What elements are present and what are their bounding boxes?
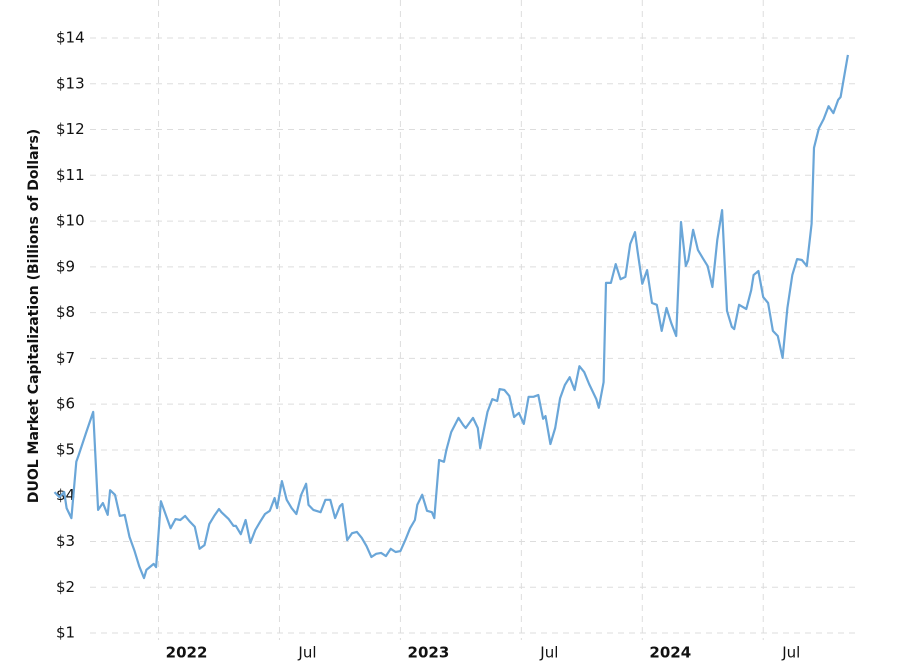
y-tick-label: $12 [56, 120, 85, 138]
y-tick-label: $14 [56, 28, 85, 46]
data-line [53, 54, 849, 580]
y-tick-label: $7 [56, 349, 75, 367]
y-tick-label: $11 [56, 166, 85, 184]
y-tick-label: $9 [56, 257, 75, 275]
x-tick-label: 2023 [408, 644, 450, 662]
y-tick-label: $3 [56, 532, 75, 550]
y-tick-label: $13 [56, 74, 85, 92]
x-tick-label: Jul [539, 644, 558, 662]
x-tick-label: 2024 [649, 644, 691, 662]
y-axis-title: DUOL Market Capitalization (Billions of … [26, 129, 42, 503]
y-tick-label: $10 [56, 212, 85, 230]
y-tick-label: $8 [56, 303, 75, 321]
x-tick-label: Jul [297, 644, 316, 662]
y-tick-label: $2 [56, 578, 75, 596]
x-tick-label: 2022 [166, 644, 208, 662]
y-tick-label: $5 [56, 440, 75, 458]
y-tick-label: $1 [56, 624, 75, 642]
y-tick-label: $6 [56, 395, 75, 413]
x-tick-label: Jul [781, 644, 800, 662]
